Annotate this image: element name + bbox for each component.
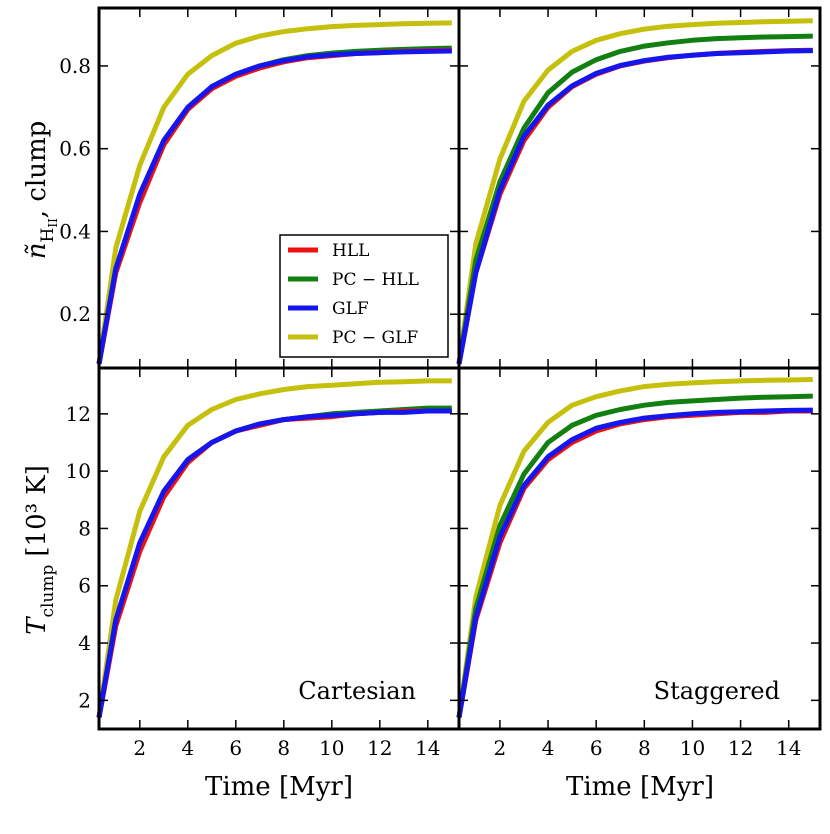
x-tick-label-8-col-0: 8 (277, 736, 290, 760)
legend-label-pc-glf: PC − GLF (332, 328, 418, 348)
legend-label-glf: GLF (332, 299, 369, 319)
y-tick-label-0-6-row-0: 0.6 (59, 137, 91, 161)
x-tick-label-14-col-0: 14 (415, 736, 440, 760)
x-tick-label-2-col-0: 2 (133, 736, 146, 760)
x-tick-label-4-col-1: 4 (542, 736, 555, 760)
x-tick-label-12-col-1: 12 (728, 736, 753, 760)
series-line-glf-panel-1 (456, 48, 813, 365)
y-tick-label-0-8-row-0: 0.8 (59, 54, 91, 78)
legend-label-hll: HLL (332, 241, 369, 261)
x-tick-label-10-col-1: 10 (680, 736, 705, 760)
legend-label-pc-hll: PC − HLL (332, 270, 419, 290)
x-tick-label-6-col-1: 6 (590, 736, 603, 760)
ylabel-bottom: Tclump[10³ K] (22, 465, 58, 635)
y-tick-label-8-row-1: 8 (78, 516, 91, 540)
y-tick-label-10-row-1: 10 (66, 459, 91, 483)
x-tick-label-6-col-0: 6 (229, 736, 242, 760)
ylabel-top: ñHII, clump (22, 121, 60, 260)
y-tick-label-0-4-row-0: 0.4 (59, 219, 91, 243)
annotation-cartesian: Cartesian (298, 677, 416, 705)
xlabel-right: Time [Myr] (566, 772, 714, 802)
series-line-pc-hll-panel-3 (456, 393, 813, 718)
series-line-pc-glf-panel-1 (456, 18, 813, 365)
series-line-glf-panel-0 (96, 48, 452, 365)
y-tick-label-2-row-1: 2 (78, 688, 91, 712)
annotation-staggered: Staggered (654, 677, 780, 705)
y-tick-label-0-2-row-0: 0.2 (59, 302, 91, 326)
x-tick-label-10-col-0: 10 (319, 736, 344, 760)
panel-frame-3 (457, 366, 822, 731)
series-line-pc-glf-panel-3 (456, 377, 813, 718)
axes-layer: 0.2 0.4 0.6 0.8 2 4 6 8 10 12 2 4 6 8 10 12 14 2 4 6 8 10 12 14 (59, 6, 822, 760)
x-tick-label-14-col-1: 14 (776, 736, 801, 760)
series-line-pc-glf-panel-2 (96, 378, 452, 718)
plot-layer (96, 18, 813, 718)
series-line-glf-panel-3 (456, 407, 813, 718)
x-tick-label-2-col-1: 2 (494, 736, 507, 760)
x-tick-label-12-col-0: 12 (367, 736, 392, 760)
y-tick-label-12-row-1: 12 (66, 402, 91, 426)
y-tick-label-6-row-1: 6 (78, 574, 91, 598)
series-line-glf-panel-2 (96, 408, 452, 718)
legend: HLL PC − HLL GLF PC − GLF (279, 234, 449, 358)
xlabel-left: Time [Myr] (205, 772, 353, 802)
x-tick-label-8-col-1: 8 (638, 736, 651, 760)
series-line-pc-glf-panel-0 (96, 20, 452, 365)
series-line-pc-hll-panel-1 (456, 33, 813, 365)
y-tick-label-4-row-1: 4 (78, 631, 91, 655)
x-tick-label-4-col-0: 4 (181, 736, 194, 760)
